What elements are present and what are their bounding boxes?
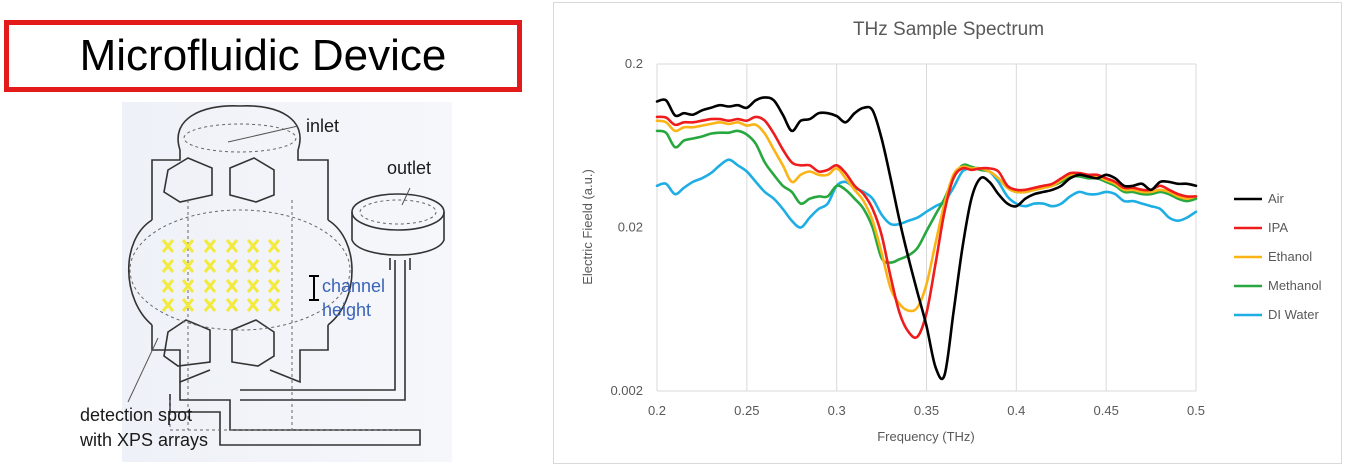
microfluidic-device-illustration: inlet outlet channel height detection sp… [60,100,530,467]
legend-label: Air [1268,191,1285,206]
xps-mark [267,298,281,312]
xps-mark [225,279,239,293]
legend-item: IPA [1234,220,1288,235]
xps-mark [246,279,260,293]
legend-item: Air [1234,191,1285,206]
x-axis-title: Frequency (THz) [877,429,975,444]
legend-item: DI Water [1234,307,1319,322]
xps-mark [181,259,195,273]
xps-mark [161,279,175,293]
legend: Air IPA Ethanol Methanol DI Water [1234,191,1322,322]
device-background [122,102,452,462]
y-tick-label: 0.02 [618,220,643,235]
legend-label: Methanol [1268,278,1322,293]
xps-mark [225,239,239,253]
grid-layer [656,63,1197,392]
y-axis-title: Electric Fieeld (a.u.) [580,169,595,285]
series-line-ethanol [655,119,1198,313]
xps-mark [161,239,175,253]
spectrum-chart-panel: THz Sample Spectrum 0.2 0.25 0.3 0.35 0.4 0.4… [553,2,1342,464]
legend-label: Ethanol [1268,249,1312,264]
x-tick-label: 0.25 [734,403,759,418]
y-tick-label: 0.002 [610,383,643,398]
channel-height-bracket [309,275,319,301]
chart-title: THz Sample Spectrum [852,19,1045,40]
xps-mark [267,239,281,253]
xps-mark [225,259,239,273]
x-tick-label: 0.2 [648,403,666,418]
height-label: height [322,300,372,320]
xps-mark [161,259,175,273]
xps-mark [267,259,281,273]
xps-mark [203,259,217,273]
xps-mark [203,298,217,312]
series-layer [655,96,1198,381]
x-tick-label: 0.35 [914,403,939,418]
xps-mark [161,298,175,312]
legend-item: Methanol [1234,278,1322,293]
xps-mark [246,298,260,312]
hidden-lines [129,123,437,431]
x-tick-label: 0.45 [1094,403,1119,418]
y-tick-label: 0.2 [625,56,643,71]
xps-mark [203,239,217,253]
xps-mark [181,239,195,253]
series-line-methanol [655,129,1198,264]
device-body [127,105,445,446]
xps-mark [203,279,217,293]
xps-mark [225,298,239,312]
device-title-box: Microfluidic Device [4,20,522,92]
x-tick-label: 0.4 [1007,403,1025,418]
outlet-label: outlet [387,158,432,178]
device-drawing [122,102,452,462]
xps-mark [246,239,260,253]
spectrum-chart: 0.2 0.25 0.3 0.35 0.4 0.45 0.5 0.002 0.02 0.2 Fre… [580,56,1322,444]
xps-mark [267,279,281,293]
channel-label: channel [322,276,386,296]
tick-layer: 0.2 0.25 0.3 0.35 0.4 0.45 0.5 0.002 0.02 0.2 [610,56,1205,418]
leader-lines [127,125,411,403]
legend-label: DI Water [1268,307,1319,322]
inlet-label: inlet [306,116,340,136]
legend-item: Ethanol [1234,249,1312,264]
detection-label-line1: detection spot [80,405,193,425]
series-line-di-water [655,158,1198,229]
x-tick-label: 0.3 [828,403,846,418]
xps-array [161,239,281,312]
legend-label: IPA [1268,220,1288,235]
x-tick-label: 0.5 [1187,403,1205,418]
xps-mark [181,298,195,312]
xps-mark [181,279,195,293]
series-line-ipa [655,115,1198,340]
xps-mark [246,259,260,273]
device-title: Microfluidic Device [79,31,447,80]
detection-label-line2: with XPS arrays [80,430,209,450]
series-line-air [655,96,1198,381]
